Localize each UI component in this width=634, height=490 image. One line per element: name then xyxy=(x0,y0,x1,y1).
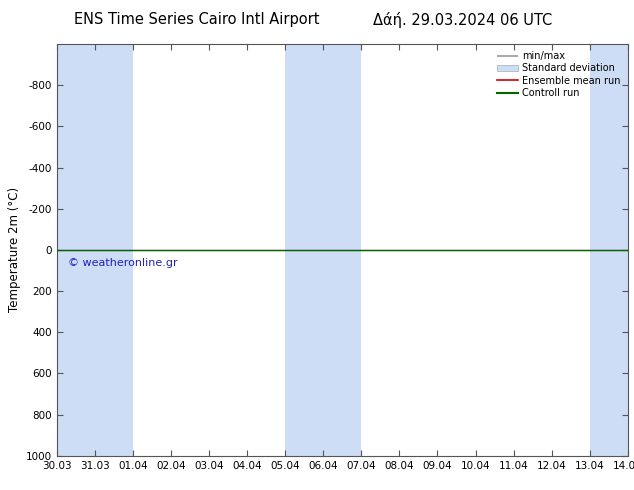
Bar xyxy=(57,44,95,456)
Legend: min/max, Standard deviation, Ensemble mean run, Controll run: min/max, Standard deviation, Ensemble me… xyxy=(495,49,623,100)
Text: ENS Time Series Cairo Intl Airport: ENS Time Series Cairo Intl Airport xyxy=(74,12,320,27)
Bar xyxy=(285,44,323,456)
Bar xyxy=(323,44,361,456)
Bar xyxy=(95,44,133,456)
Y-axis label: Temperature 2m (°C): Temperature 2m (°C) xyxy=(8,187,20,313)
Text: © weatheronline.gr: © weatheronline.gr xyxy=(68,258,178,268)
Bar xyxy=(590,44,628,456)
Text: Δάή. 29.03.2024 06 UTC: Δάή. 29.03.2024 06 UTC xyxy=(373,12,552,28)
